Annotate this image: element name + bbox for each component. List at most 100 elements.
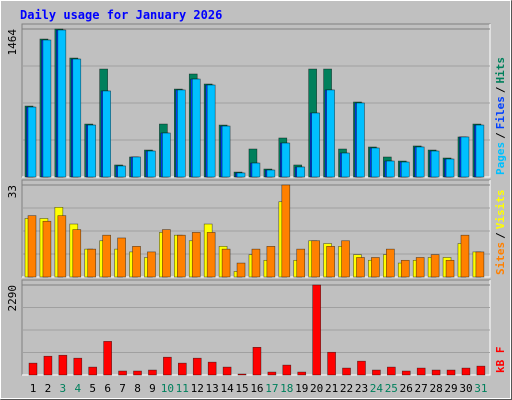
x-tick-label: 11: [176, 382, 189, 395]
bar: [357, 360, 366, 376]
bar: [73, 357, 83, 376]
bar: [252, 346, 262, 376]
bar: [162, 229, 171, 278]
bar: [386, 160, 395, 178]
x-tick-label: 23: [355, 382, 368, 395]
chart-title: Daily usage for January 2026: [20, 8, 222, 22]
x-tick-label: 9: [149, 382, 156, 395]
bar: [87, 124, 97, 178]
x-tick-label: 12: [191, 382, 204, 395]
bar: [267, 371, 277, 376]
bar: [27, 215, 37, 278]
x-tick-label: 19: [295, 382, 308, 395]
bar: [117, 237, 126, 278]
bar: [42, 220, 52, 278]
bar: [191, 232, 201, 278]
bar: [42, 39, 52, 178]
bar: [147, 251, 156, 278]
bar: [400, 259, 410, 278]
bar: [416, 367, 426, 376]
x-tick-label: 17: [265, 382, 278, 395]
bar: [221, 125, 231, 178]
bar: [326, 246, 335, 278]
x-tick-label: 13: [206, 382, 219, 395]
x-tick-label: 3: [60, 382, 67, 395]
bar: [327, 351, 336, 376]
x-tick-label: 10: [161, 382, 174, 395]
bar: [356, 102, 365, 178]
bar: [118, 370, 127, 376]
x-tick-label: 24: [370, 382, 384, 395]
bar: [371, 257, 380, 278]
bar: [415, 146, 425, 178]
bar: [282, 364, 292, 376]
bar: [72, 58, 82, 178]
bar: [192, 357, 202, 376]
legend-separator: /: [494, 232, 507, 239]
bar: [236, 172, 246, 178]
bar: [311, 240, 320, 278]
legend-entry: Visits: [494, 190, 507, 230]
bar: [102, 234, 111, 278]
bar: [475, 251, 485, 278]
bar: [400, 161, 410, 178]
bar: [445, 158, 455, 178]
legend-entry: Pages: [494, 142, 507, 175]
bar: [386, 248, 395, 278]
x-tick-label: 26: [400, 382, 413, 395]
x-tick-label: 16: [250, 382, 263, 395]
bar: [117, 165, 126, 178]
bar: [177, 234, 186, 278]
bar: [371, 147, 380, 178]
bar: [148, 369, 157, 376]
x-tick-label: 29: [444, 382, 457, 395]
plot-bevel: [22, 280, 491, 376]
bar: [430, 150, 440, 178]
x-tick-label: 2: [45, 382, 52, 395]
bar: [88, 366, 98, 376]
bar: [387, 366, 396, 376]
bar: [102, 90, 111, 178]
x-tick-label: 20: [310, 382, 323, 395]
bar: [415, 257, 425, 278]
bar: [147, 150, 156, 178]
legend-entry: Files: [494, 96, 507, 129]
bar: [476, 365, 486, 376]
legend-separator: /: [494, 86, 507, 93]
x-tick-label: 31: [474, 382, 487, 395]
bar: [251, 248, 261, 278]
bar: [222, 366, 232, 376]
x-tick-label: 28: [429, 382, 442, 395]
bar: [132, 246, 141, 278]
bar: [57, 29, 67, 178]
bar: [72, 229, 82, 278]
y-tick-label: 1464: [6, 29, 19, 56]
legend: Sites / Visits: [494, 190, 507, 276]
bar: [475, 124, 485, 178]
bar: [281, 184, 291, 278]
x-tick-label: 7: [119, 382, 126, 395]
bar: [43, 355, 53, 376]
bar: [445, 259, 455, 278]
legend-separator: /: [494, 132, 507, 139]
bar: [191, 78, 201, 178]
bar: [57, 215, 67, 278]
y-tick-label: 2290: [6, 285, 19, 312]
bar: [342, 367, 351, 376]
bar: [266, 246, 276, 278]
bar: [163, 356, 172, 376]
x-tick-label: 14: [220, 382, 234, 395]
bar: [177, 89, 186, 178]
bar: [221, 248, 231, 278]
bar: [207, 361, 217, 376]
bar: [341, 240, 350, 278]
y-tick-label: 33: [6, 185, 19, 198]
bar: [58, 354, 68, 376]
bar: [266, 169, 276, 178]
bar: [372, 369, 381, 376]
bar: [431, 369, 441, 376]
bar: [236, 262, 246, 278]
bar: [162, 132, 171, 178]
